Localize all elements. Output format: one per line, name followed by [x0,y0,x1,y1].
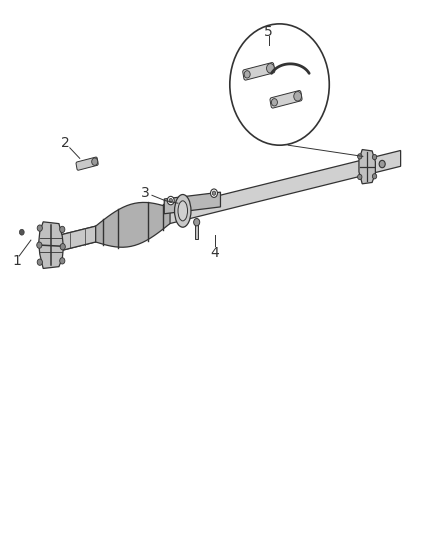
Circle shape [272,99,277,106]
FancyBboxPatch shape [243,62,275,80]
Polygon shape [39,222,64,269]
Circle shape [37,242,42,248]
Ellipse shape [178,201,187,221]
Text: 5: 5 [265,25,273,39]
Circle shape [372,155,377,160]
Circle shape [379,160,385,168]
Circle shape [37,259,42,265]
FancyBboxPatch shape [76,157,98,170]
Circle shape [372,174,377,179]
Circle shape [92,158,98,165]
Polygon shape [359,150,375,184]
Polygon shape [164,192,220,214]
Ellipse shape [175,195,191,227]
Circle shape [60,227,65,232]
Polygon shape [59,226,95,251]
Text: 4: 4 [210,246,219,260]
Circle shape [169,198,173,203]
Circle shape [60,244,65,250]
Text: 2: 2 [61,135,70,150]
FancyBboxPatch shape [270,91,302,108]
Circle shape [244,71,250,78]
Bar [195,224,198,239]
Circle shape [37,225,42,231]
Ellipse shape [230,24,329,145]
Circle shape [211,189,217,197]
Circle shape [357,154,362,159]
Circle shape [267,63,274,73]
Circle shape [212,191,215,195]
Circle shape [19,229,24,235]
Text: 3: 3 [141,185,150,200]
Circle shape [60,257,65,264]
Circle shape [194,219,200,226]
Polygon shape [59,150,401,251]
Circle shape [357,174,362,180]
Circle shape [294,92,301,101]
Text: 1: 1 [12,254,21,268]
Polygon shape [95,203,170,247]
Circle shape [167,196,174,205]
